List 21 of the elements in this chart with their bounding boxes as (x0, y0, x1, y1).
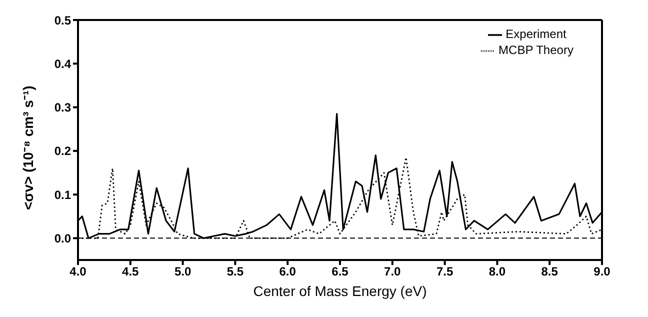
y-tick-label: 0.3 (54, 100, 72, 115)
x-tick-label: 7.5 (436, 264, 454, 279)
x-tick-label: 7.0 (384, 264, 402, 279)
x-tick-label: 4.5 (122, 264, 140, 279)
x-tick-label: 4.0 (70, 264, 87, 279)
y-tick-label: 0.5 (54, 13, 72, 28)
x-axis-title: Center of Mass Energy (eV) (253, 283, 427, 299)
x-tick-label: 8.5 (541, 264, 558, 279)
legend-label: Experiment (506, 27, 566, 41)
legend-label: MCBP Theory (498, 43, 574, 57)
y-tick-label: 0.1 (54, 188, 72, 202)
x-tick-label: 9.0 (594, 264, 611, 279)
y-axis-title: <σv> (10⁻⁸ cm³ s⁻¹) (20, 86, 36, 210)
y-tick-label: 0.2 (54, 144, 72, 158)
x-tick-label: 6.0 (279, 264, 296, 279)
y-tick-label: 0.4 (54, 56, 72, 71)
x-tick-label: 6.5 (332, 264, 349, 279)
y-tick-label: 0.0 (54, 231, 72, 246)
x-tick-label: 5.5 (226, 264, 244, 279)
x-tick-label: 8.0 (488, 264, 506, 279)
x-tick-label: 5.0 (174, 264, 192, 279)
